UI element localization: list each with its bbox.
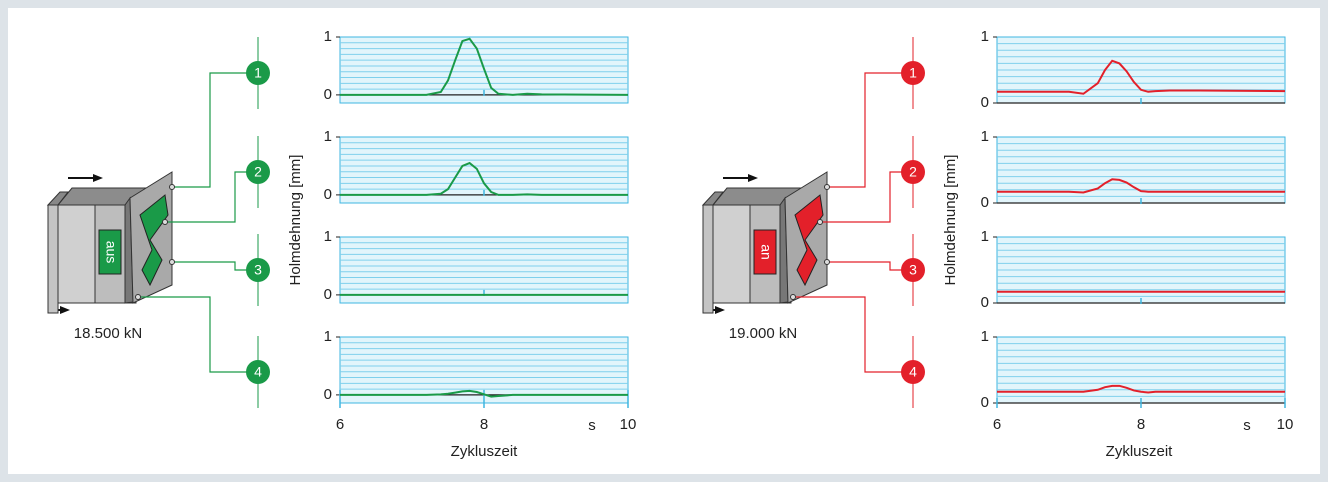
y-tick-label: 0 (981, 394, 989, 411)
y-tick-label: 0 (981, 294, 989, 311)
sensor-dot (136, 295, 141, 300)
sensor-number: 1 (254, 65, 262, 81)
sensor-dot (170, 260, 175, 265)
y-tick-label: 1 (981, 228, 989, 245)
force-label: 19.000 kN (729, 325, 797, 342)
y-tick-label: 1 (324, 128, 332, 145)
x-tick-label: 8 (1137, 416, 1145, 433)
y-tick-label: 0 (981, 194, 989, 211)
sensor-dot (791, 295, 796, 300)
y-tick-label: 0 (981, 94, 989, 111)
sensor-number: 2 (254, 164, 262, 180)
x-axis-label: Zykluszeit (1106, 443, 1174, 460)
figure: aus 18.500 kN 1 2 3 4 Holmdehnung [mm] Zyklusze… (0, 0, 1328, 482)
force-label: 18.500 kN (74, 325, 142, 342)
sensor-dot (818, 220, 823, 225)
x-tick-label: 6 (993, 416, 1001, 433)
y-tick-label: 0 (324, 286, 332, 303)
page: aus 18.500 kN 1 2 3 4 Holmdehnung [mm] Zyklusze… (0, 0, 1328, 482)
x-unit: s (1243, 417, 1251, 434)
y-tick-label: 1 (324, 228, 332, 245)
y-axis-label: Holmdehnung [mm] (942, 155, 959, 286)
x-tick-label: 10 (1277, 416, 1294, 433)
y-tick-label: 1 (324, 28, 332, 45)
y-tick-label: 1 (981, 28, 989, 45)
x-tick-label: 8 (480, 416, 488, 433)
sensor-number: 4 (909, 364, 917, 380)
sensor-dot (825, 185, 830, 190)
x-axis-label: Zykluszeit (451, 443, 519, 460)
x-tick-label: 10 (620, 416, 637, 433)
y-tick-label: 0 (324, 86, 332, 103)
switch-label: an (758, 244, 774, 260)
sensor-number: 3 (909, 262, 917, 278)
sensor-dot (825, 260, 830, 265)
y-tick-label: 1 (981, 128, 989, 145)
y-tick-label: 0 (324, 186, 332, 203)
y-tick-label: 1 (324, 328, 332, 345)
switch-label: aus (103, 241, 119, 264)
sensor-dot (163, 220, 168, 225)
x-unit: s (588, 417, 596, 434)
sensor-number: 4 (254, 364, 262, 380)
x-tick-label: 6 (336, 416, 344, 433)
y-axis-label: Holmdehnung [mm] (287, 155, 304, 286)
y-tick-label: 1 (981, 328, 989, 345)
back-plate (48, 205, 58, 313)
sensor-number: 3 (254, 262, 262, 278)
sensor-number: 2 (909, 164, 917, 180)
back-plate (703, 205, 713, 313)
y-tick-label: 0 (324, 386, 332, 403)
sensor-number: 1 (909, 65, 917, 81)
sensor-dot (170, 185, 175, 190)
